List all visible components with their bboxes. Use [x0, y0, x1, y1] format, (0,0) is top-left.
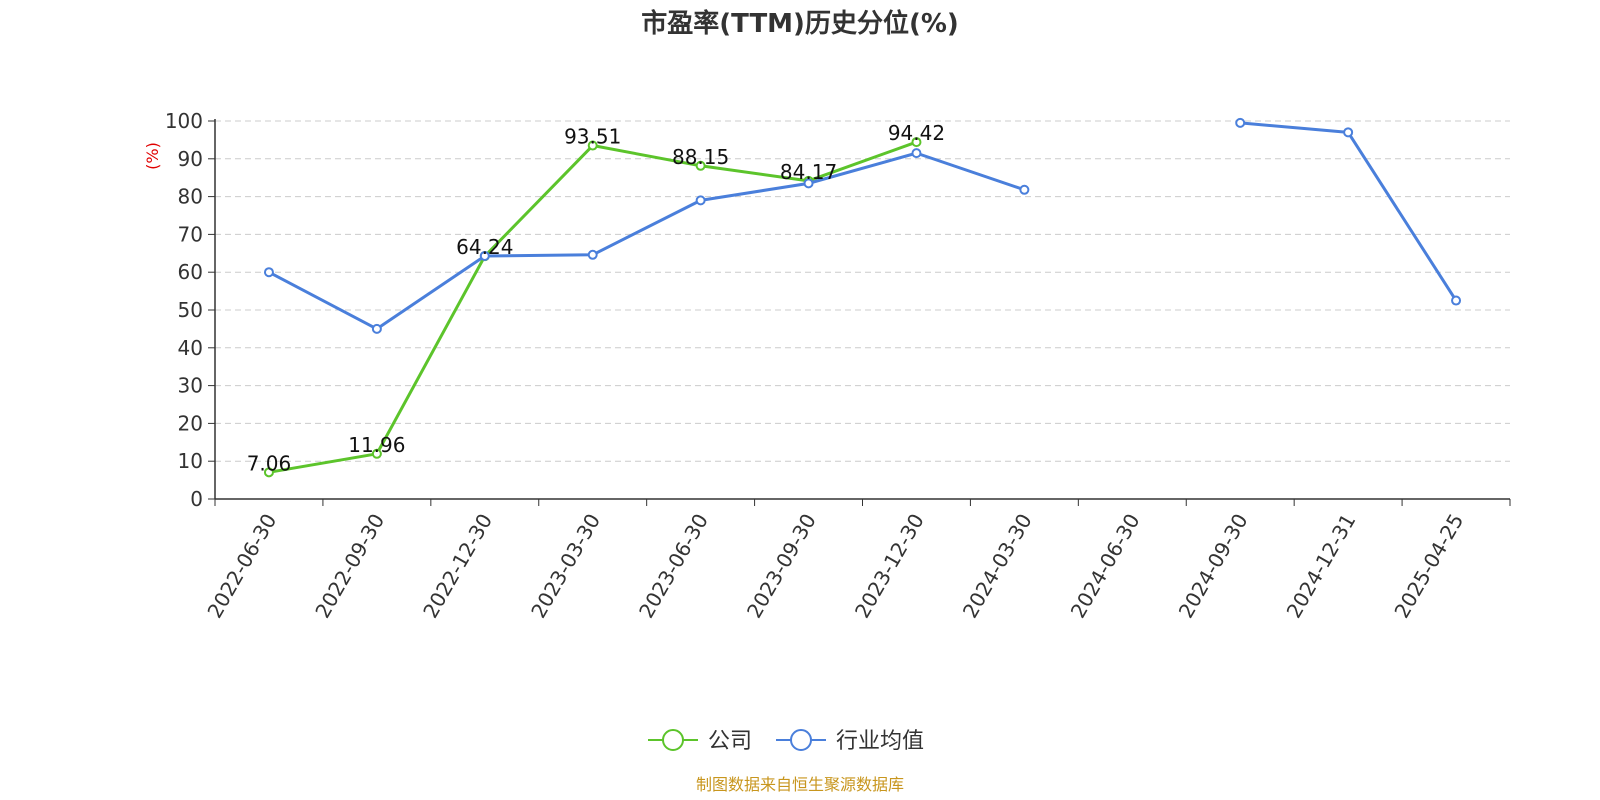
- y-tick-label: 0: [190, 487, 203, 511]
- y-tick-label: 50: [178, 298, 203, 322]
- x-tick-label: 2024-09-30: [1174, 510, 1253, 623]
- data-labels: 7.06 11.96 64.24 93.51 88.15 84.17 94.42: [247, 121, 945, 475]
- x-tick-label: 2022-09-30: [310, 510, 389, 623]
- y-tick-label: 60: [178, 260, 203, 284]
- data-point[interactable]: [1235, 117, 1246, 128]
- data-point[interactable]: [263, 467, 274, 478]
- data-label: 64.24: [456, 235, 513, 259]
- data-label: 7.06: [247, 451, 292, 475]
- chart-title: 市盈率(TTM)历史分位(%): [641, 8, 959, 39]
- data-point[interactable]: [695, 195, 706, 206]
- series-company: [263, 137, 922, 478]
- series-line: [268, 140, 917, 474]
- y-tick-label: 20: [178, 411, 203, 435]
- y-tick-label: 80: [178, 185, 203, 209]
- data-point[interactable]: [803, 178, 814, 189]
- x-tick-label: 2023-12-30: [850, 509, 929, 622]
- y-tick-labels: 0 10 20 30 40 50 60 70 80 90 100: [165, 109, 203, 511]
- y-tick-label: 40: [178, 336, 203, 360]
- grid-lines: [215, 120, 1510, 462]
- y-tick-label: 70: [178, 222, 203, 246]
- data-label: 84.17: [780, 160, 837, 184]
- series-group: [263, 117, 1462, 478]
- series-line: [268, 151, 1025, 331]
- y-tick-label: 100: [165, 109, 203, 133]
- data-point[interactable]: [911, 137, 922, 148]
- legend-item-industry-average[interactable]: 行业均值: [776, 729, 924, 754]
- x-tick-label: 2023-06-30: [634, 510, 713, 623]
- source-note: 制图数据来自恒生聚源数据库: [696, 775, 904, 794]
- data-point[interactable]: [1451, 295, 1462, 306]
- data-label: 93.51: [564, 125, 621, 149]
- series-industry-average: [263, 117, 1462, 334]
- y-tick-label: 90: [178, 147, 203, 171]
- legend-label: 公司: [708, 729, 752, 754]
- y-tick-label: 30: [178, 374, 203, 398]
- x-tick-label: 2022-06-30: [202, 510, 281, 623]
- data-point[interactable]: [695, 160, 706, 171]
- y-axis-label: (%): [143, 142, 162, 170]
- series-line: [1240, 121, 1458, 302]
- x-tick-label: 2023-03-30: [526, 510, 605, 623]
- data-point[interactable]: [587, 140, 598, 151]
- data-label: 88.15: [672, 145, 729, 169]
- y-tick-label: 10: [178, 449, 203, 473]
- data-point[interactable]: [479, 250, 490, 261]
- legend[interactable]: 公司 行业均值: [648, 729, 924, 754]
- x-tick-label: 2024-03-30: [958, 510, 1037, 623]
- data-point[interactable]: [263, 267, 274, 278]
- data-point[interactable]: [1343, 127, 1354, 138]
- x-tick-label: 2025-04-25: [1389, 510, 1468, 623]
- legend-label: 行业均值: [836, 729, 924, 754]
- x-tick-label: 2024-12-31: [1282, 510, 1361, 623]
- data-point[interactable]: [371, 448, 382, 459]
- data-point[interactable]: [911, 148, 922, 159]
- x-tick-label: 2023-09-30: [742, 510, 821, 623]
- data-label: 94.42: [888, 121, 945, 145]
- data-point[interactable]: [1019, 184, 1030, 195]
- data-point[interactable]: [587, 249, 598, 260]
- x-tick-label: 2024-06-30: [1066, 510, 1145, 623]
- legend-marker-icon: [662, 729, 684, 751]
- data-point[interactable]: [371, 323, 382, 334]
- legend-marker-icon: [790, 729, 812, 751]
- axes: [208, 119, 1511, 506]
- legend-item-company[interactable]: 公司: [648, 729, 752, 754]
- x-tick-label: 2022-12-30: [418, 509, 497, 622]
- data-label: 11.96: [348, 433, 405, 457]
- x-tick-labels: 2022-06-30 2022-09-30 2022-12-30 2023-03-30…: [202, 509, 1468, 622]
